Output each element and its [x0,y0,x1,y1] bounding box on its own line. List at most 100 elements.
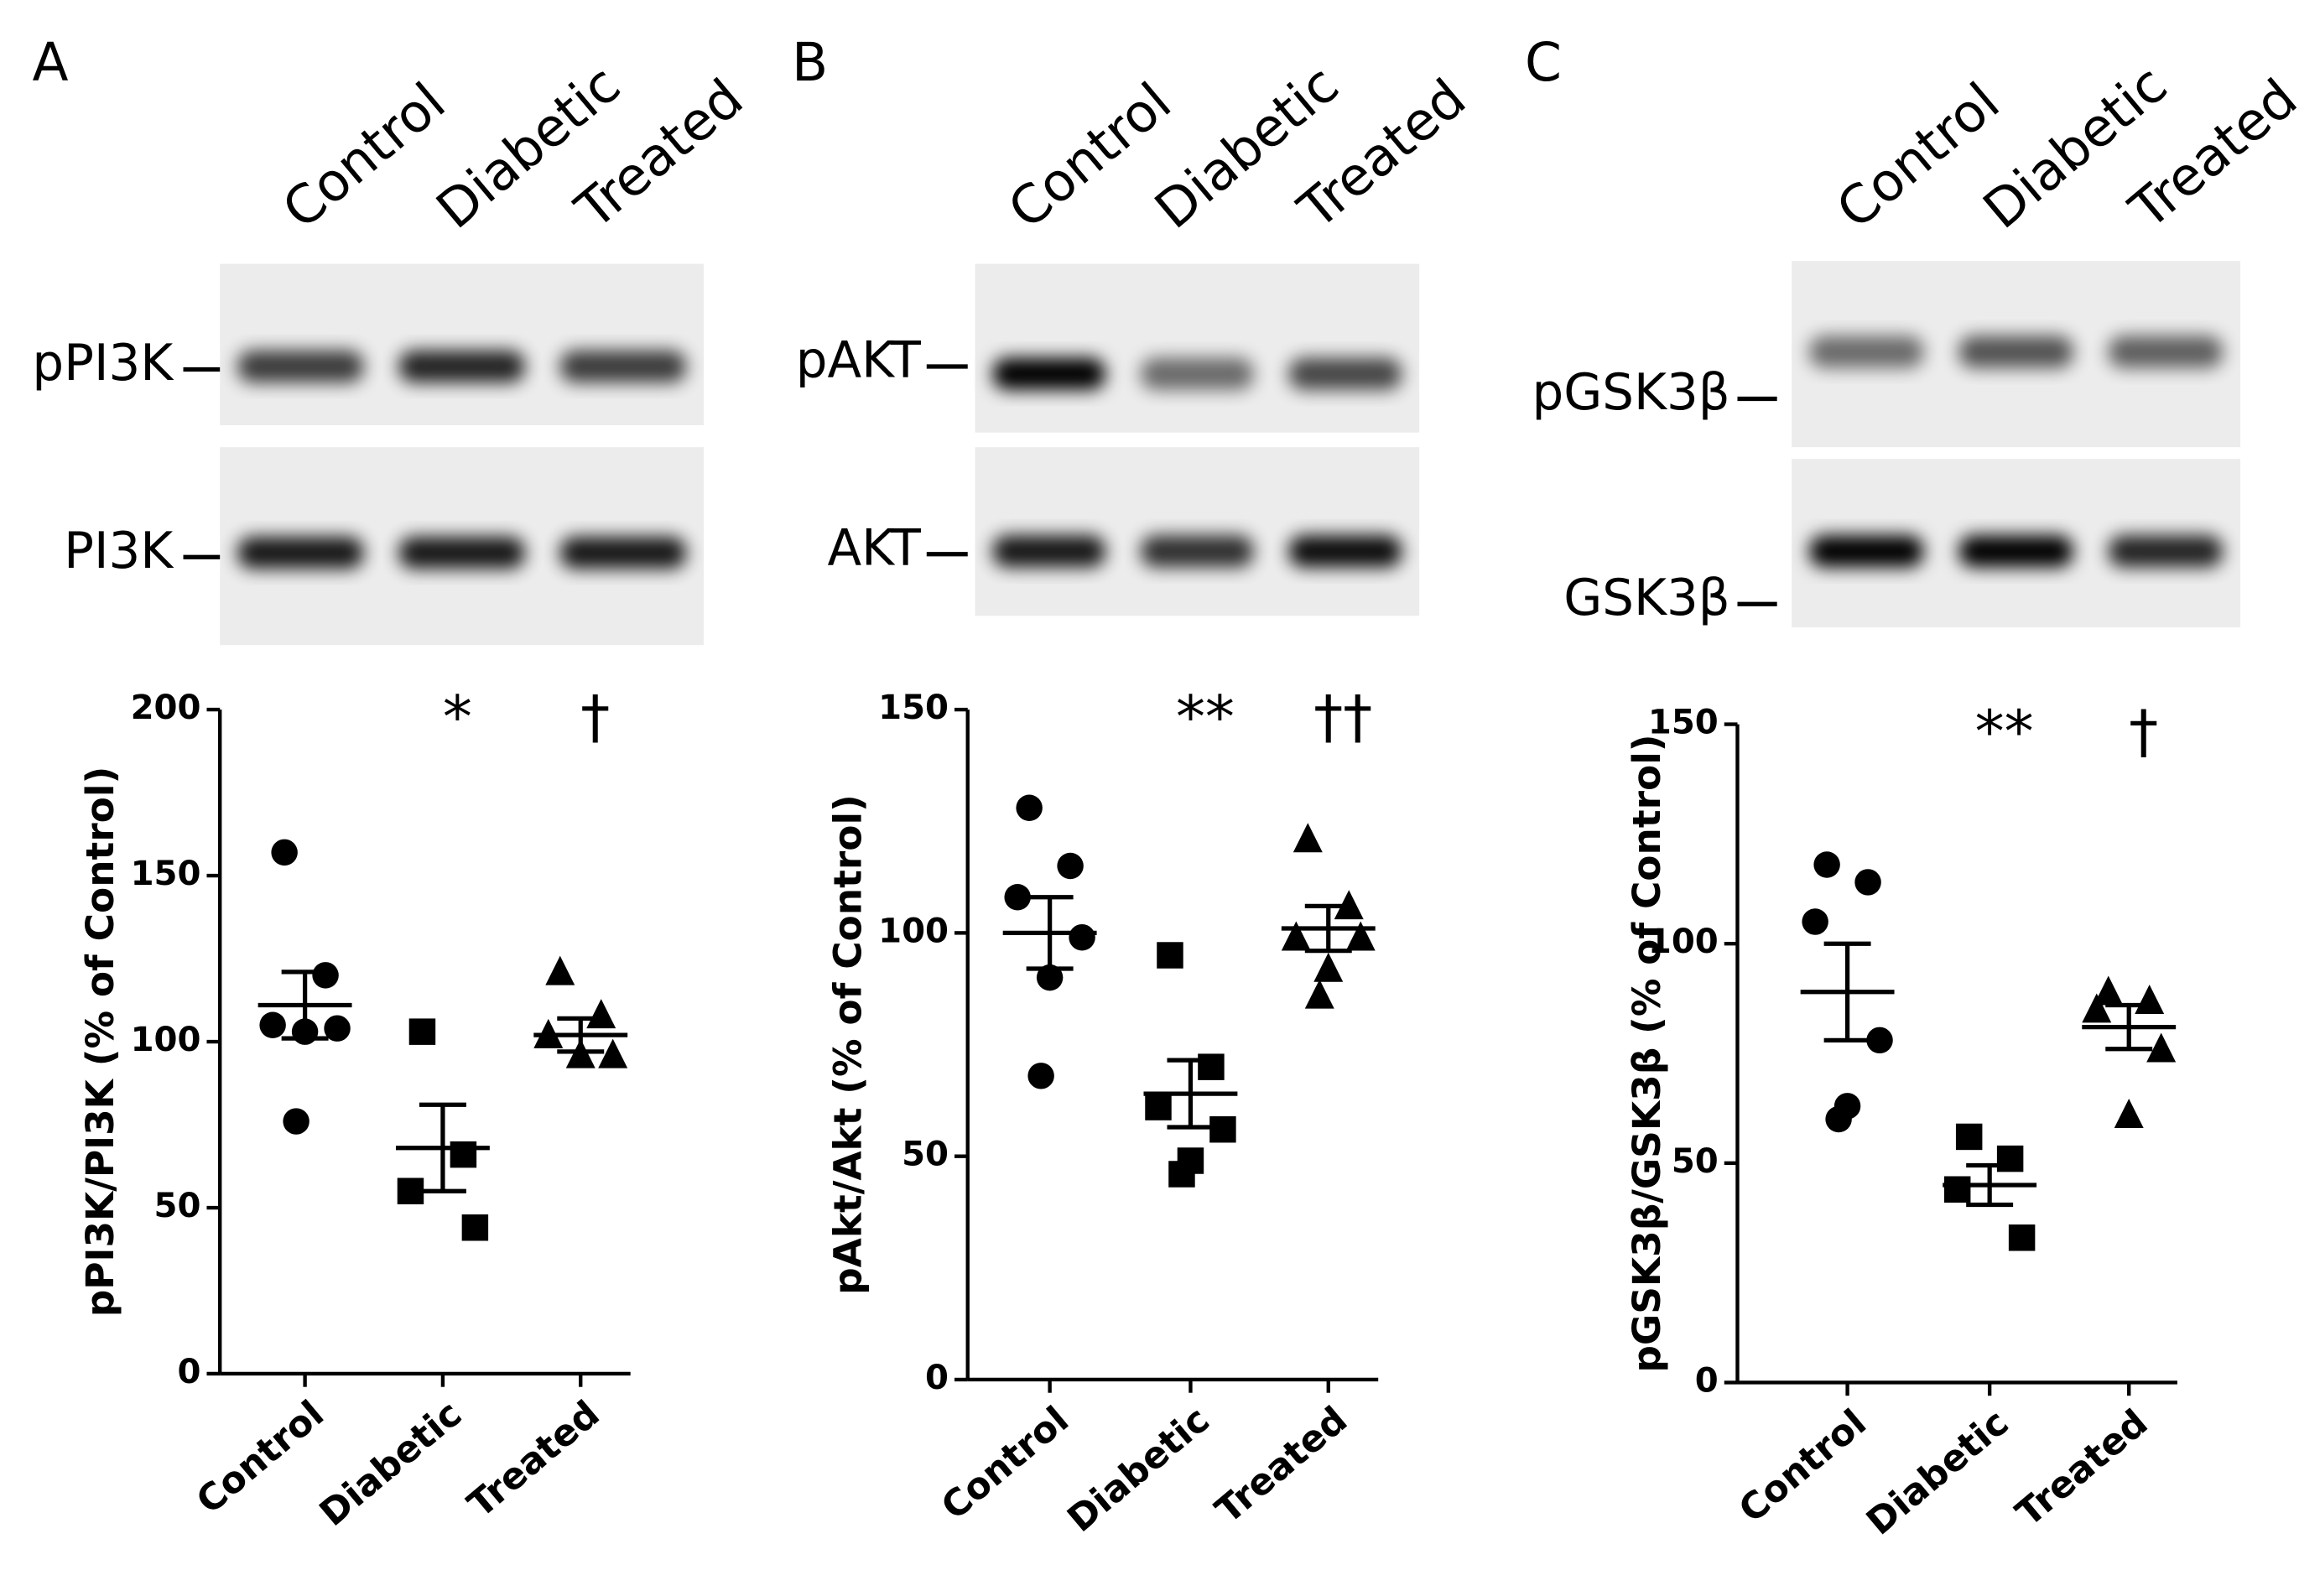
y-tick-label: 0 [178,1353,201,1391]
data-point [2114,1099,2144,1129]
data-point [1168,1161,1195,1188]
blot-image [975,263,1420,433]
data-point [1209,1115,1236,1143]
data-point [2082,993,2112,1023]
blot-label: pGSK3β [1532,364,1730,422]
x-tick-label: Treated [460,1392,607,1526]
data-point [586,999,616,1029]
y-axis-label: pGSK3β/GSK3β (% of Control) [1625,734,1669,1372]
x-tick-label: Control [189,1392,332,1522]
significance-mark: * [443,684,472,751]
data-point [1145,1094,1172,1120]
data-point [1057,852,1084,880]
blot-label: pPI3K [32,335,174,393]
y-tick-label: 150 [131,855,201,893]
blot-band [1958,335,2073,368]
data-point [1069,923,1095,951]
x-tick-label: Control [1731,1401,1875,1531]
panel-letter: A [32,32,68,93]
blot-band [992,535,1106,568]
data-point [545,955,575,985]
blot-band [2108,535,2224,568]
blot-label: pAKT [796,332,922,390]
y-tick-label: 200 [131,689,201,727]
data-point [259,1011,286,1038]
y-tick-label: 50 [1672,1142,1719,1181]
data-point [408,1018,436,1045]
data-point [1866,1027,1893,1054]
data-point [1198,1053,1225,1080]
blot-label: PI3K [64,522,174,580]
y-tick-label: 0 [1695,1361,1719,1400]
data-point [2094,975,2124,1006]
y-tick-label: 100 [878,912,949,950]
blot-label: GSK3β [1563,569,1729,627]
data-point [1304,979,1334,1009]
y-tick-label: 50 [154,1187,201,1225]
blot-band [1809,535,1924,568]
data-point [1802,908,1828,935]
data-point [1293,823,1323,853]
blot-label: AKT [827,519,921,577]
data-point [1016,794,1043,821]
panel-letter: C [1525,32,1562,93]
data-point [1943,1176,1971,1203]
significance-mark: † [580,684,610,751]
data-point [1825,1105,1852,1133]
x-tick-label: Treated [1208,1398,1355,1532]
y-tick-label: 50 [902,1136,949,1174]
data-point [1313,952,1344,982]
data-point [2135,984,2165,1014]
y-axis-label: pAkt/Akt (% of Control) [825,794,870,1295]
data-point [1813,851,1840,878]
lane-label: Control [271,71,456,241]
blot-band [559,350,687,383]
blot-band [237,350,364,383]
blot-band [1809,335,1924,368]
significance-mark: †† [1313,684,1372,751]
lane-label: Control [997,71,1183,241]
lane-label: Control [1825,71,2010,241]
blot-band [2108,335,2224,368]
data-point [2146,1032,2177,1063]
blot-band [1141,535,1254,568]
data-point [1345,921,1376,951]
y-tick-label: 150 [878,689,949,727]
x-tick-label: Diabetic [1059,1398,1218,1541]
data-point [1157,942,1183,969]
y-axis-label: pPI3K/PI3K (% of Control) [78,767,122,1318]
x-tick-label: Diabetic [1859,1401,2017,1544]
data-point [283,1108,309,1135]
significance-mark: ** [1975,699,2034,767]
data-point [271,839,298,866]
data-point [1004,884,1031,911]
blot-band [1288,357,1402,391]
data-point [312,962,339,989]
blot-band [1288,535,1402,568]
data-point [1036,964,1064,991]
y-tick-label: 150 [1648,704,1719,742]
data-point [1955,1123,1983,1151]
y-tick-label: 100 [1648,923,1719,961]
data-point [2008,1224,2036,1251]
blot-image [975,447,1420,616]
data-point [598,1038,628,1068]
blot-band [237,536,364,569]
blot-image [220,263,705,425]
blot-band [398,536,525,569]
x-tick-label: Diabetic [312,1392,471,1535]
blot-band [1958,535,2073,568]
data-point [461,1214,489,1241]
y-tick-label: 100 [131,1021,201,1059]
data-point [1281,921,1311,951]
significance-mark: ** [1176,684,1235,751]
y-tick-label: 0 [925,1359,949,1397]
blot-band [559,536,687,569]
x-tick-label: Control [934,1398,1077,1528]
panel-letter: B [792,32,828,93]
significance-mark: † [2129,699,2158,767]
data-point [1854,869,1881,896]
x-tick-label: Treated [2008,1401,2156,1536]
blot-band [398,350,525,383]
